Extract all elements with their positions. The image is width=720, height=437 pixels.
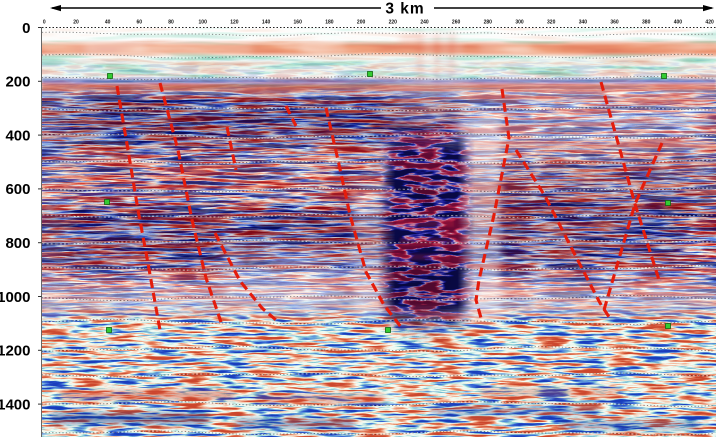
svg-text:160: 160 bbox=[294, 20, 303, 26]
svg-text:360: 360 bbox=[610, 20, 619, 26]
svg-text:340: 340 bbox=[579, 20, 588, 26]
svg-text:0: 0 bbox=[43, 20, 46, 26]
svg-text:200: 200 bbox=[5, 74, 30, 91]
svg-text:400: 400 bbox=[5, 127, 30, 144]
svg-text:180: 180 bbox=[325, 20, 334, 26]
svg-text:80: 80 bbox=[168, 20, 174, 26]
svg-text:40: 40 bbox=[105, 20, 111, 26]
svg-text:380: 380 bbox=[642, 20, 651, 26]
svg-text:300: 300 bbox=[515, 20, 524, 26]
svg-text:260: 260 bbox=[452, 20, 461, 26]
svg-text:1200: 1200 bbox=[0, 343, 31, 360]
svg-text:280: 280 bbox=[484, 20, 493, 26]
svg-text:20: 20 bbox=[73, 20, 79, 26]
svg-text:100: 100 bbox=[199, 20, 208, 26]
svg-text:240: 240 bbox=[420, 20, 429, 26]
svg-text:120: 120 bbox=[230, 20, 239, 26]
svg-text:60: 60 bbox=[137, 20, 143, 26]
svg-text:200: 200 bbox=[357, 20, 366, 26]
svg-text:600: 600 bbox=[5, 181, 30, 198]
svg-text:1000: 1000 bbox=[0, 289, 31, 306]
svg-text:140: 140 bbox=[262, 20, 271, 26]
svg-text:220: 220 bbox=[389, 20, 398, 26]
svg-text:400: 400 bbox=[674, 20, 683, 26]
svg-text:3 km: 3 km bbox=[385, 1, 424, 18]
svg-text:1400: 1400 bbox=[0, 396, 31, 413]
svg-text:420: 420 bbox=[705, 20, 714, 26]
svg-text:800: 800 bbox=[5, 235, 30, 252]
svg-text:0: 0 bbox=[22, 20, 30, 37]
svg-text:320: 320 bbox=[547, 20, 556, 26]
